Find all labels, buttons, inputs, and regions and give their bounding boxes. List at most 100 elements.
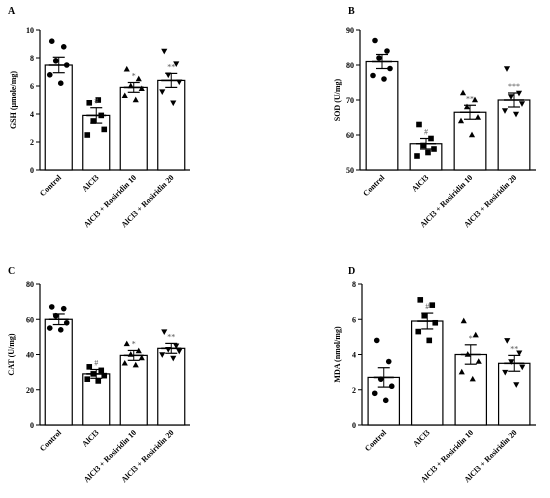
data-point	[503, 66, 511, 72]
data-point	[86, 100, 93, 106]
data-point	[98, 367, 105, 374]
y-tick-label: 80	[346, 61, 354, 70]
data-point	[515, 90, 523, 97]
data-point	[388, 383, 395, 390]
data-point	[132, 96, 139, 103]
data-point	[428, 135, 434, 142]
y-tick-label: 50	[346, 166, 354, 175]
data-point	[421, 312, 428, 319]
data-point	[63, 62, 70, 68]
data-point	[416, 121, 422, 128]
data-point	[516, 350, 523, 357]
data-point	[176, 79, 183, 86]
panel-letter: A	[8, 6, 16, 17]
y-tick-label: 2	[352, 386, 356, 395]
data-point	[471, 96, 479, 103]
bar	[157, 347, 186, 426]
significance-label: **	[466, 94, 474, 103]
x-category-label: AlCl3	[410, 173, 431, 194]
data-point	[425, 149, 431, 156]
y-tick-label: 0	[30, 166, 34, 175]
significance-label: *	[132, 339, 136, 348]
y-tick-label: 0	[30, 421, 34, 430]
data-point	[46, 325, 53, 331]
data-point	[165, 72, 172, 79]
x-category-label: Control	[361, 173, 387, 199]
data-point	[382, 397, 389, 404]
bar	[82, 114, 111, 171]
y-axis-label: MDA (nmol/mg)	[333, 326, 342, 383]
data-point	[429, 302, 436, 308]
data-point	[469, 375, 476, 382]
y-tick-label: 60	[26, 315, 34, 324]
data-point	[60, 44, 67, 50]
data-point	[502, 369, 509, 376]
data-point	[135, 75, 142, 82]
data-point	[370, 72, 376, 79]
data-point	[60, 305, 67, 312]
bar	[497, 99, 531, 171]
y-tick-label: 2	[30, 138, 34, 147]
data-point	[518, 101, 526, 107]
bar	[44, 318, 73, 426]
bar	[453, 111, 487, 171]
data-point	[501, 108, 509, 114]
data-point	[48, 38, 55, 44]
x-category-label: AlCl3	[80, 173, 101, 194]
data-point	[52, 58, 59, 64]
y-tick-label: 60	[346, 131, 354, 140]
data-point	[373, 337, 380, 344]
data-point	[138, 85, 145, 92]
data-point	[132, 361, 139, 368]
panel-letter: D	[348, 266, 355, 277]
significance-label: #	[425, 302, 429, 311]
data-point	[121, 92, 128, 99]
data-point	[173, 61, 180, 67]
data-point	[98, 112, 105, 119]
y-tick-label: 6	[30, 82, 34, 91]
data-point	[415, 328, 422, 335]
data-point	[384, 48, 390, 54]
bar	[454, 353, 488, 426]
data-point	[426, 337, 433, 344]
y-axis-label: CAT (U/mg)	[7, 333, 16, 375]
y-tick-label: 4	[30, 110, 34, 119]
y-axis-label: GSH (μmole/mg)	[9, 71, 18, 129]
x-category-label: Control	[38, 428, 64, 454]
significance-label: #	[424, 128, 428, 137]
significance-label: #	[94, 97, 98, 106]
data-point	[123, 65, 130, 72]
data-point	[165, 346, 172, 353]
data-point	[48, 304, 55, 310]
data-point	[86, 364, 93, 370]
significance-label: **	[167, 332, 175, 341]
data-point	[457, 117, 465, 124]
data-point	[377, 376, 384, 382]
data-point	[135, 347, 142, 354]
data-point	[381, 76, 387, 82]
significance-label: **	[167, 62, 175, 71]
y-tick-label: 10	[26, 26, 34, 35]
bar	[44, 64, 73, 171]
data-point	[173, 343, 180, 350]
significance-label: **	[510, 344, 518, 353]
data-point	[432, 319, 439, 326]
data-point	[57, 327, 64, 333]
data-point	[170, 355, 177, 362]
y-tick-label: 20	[26, 386, 34, 395]
data-point	[508, 359, 515, 365]
data-point	[507, 94, 515, 100]
data-point	[90, 371, 97, 377]
data-point	[121, 359, 128, 366]
x-category-label: Control	[363, 428, 389, 454]
y-tick-label: 6	[352, 315, 356, 324]
data-point	[463, 103, 471, 110]
data-point	[414, 153, 420, 159]
data-point	[468, 131, 476, 138]
data-point	[460, 317, 467, 324]
data-point	[420, 142, 426, 149]
x-category-label: Control	[38, 173, 64, 199]
y-tick-label: 4	[352, 351, 356, 360]
